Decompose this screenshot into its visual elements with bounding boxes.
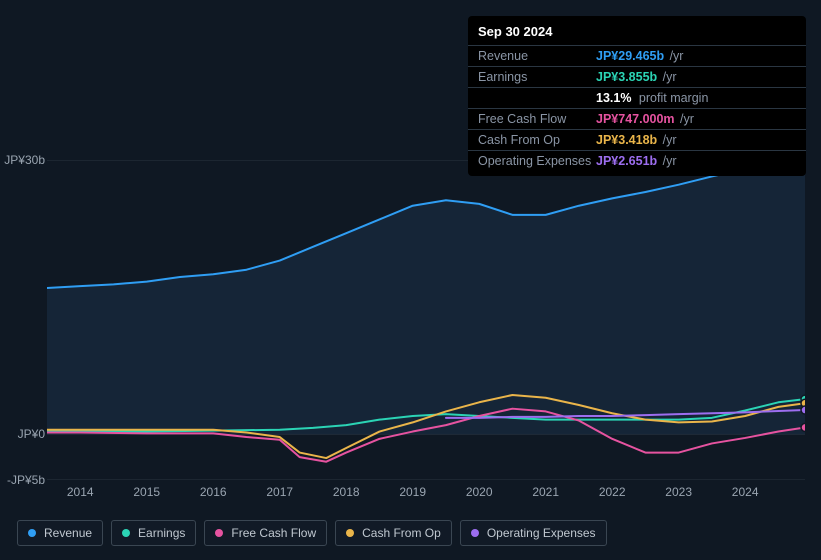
x-axis-label: 2015 — [133, 485, 160, 499]
tooltip-value: JP¥3.855b — [596, 70, 657, 84]
tooltip-row: EarningsJP¥3.855b /yr — [468, 67, 806, 88]
tooltip-row: Cash From OpJP¥3.418b /yr — [468, 130, 806, 151]
legend-dot-icon — [471, 529, 479, 537]
legend-dot-icon — [215, 529, 223, 537]
tooltip-row: RevenueJP¥29.465b /yr — [468, 46, 806, 67]
legend-item[interactable]: Earnings — [111, 520, 196, 546]
legend-label: Free Cash Flow — [231, 526, 316, 540]
tooltip-extra-value: 13.1% — [596, 91, 631, 105]
tooltip-label: Revenue — [478, 49, 596, 63]
x-axis-label: 2024 — [732, 485, 759, 499]
x-axis-label: 2022 — [599, 485, 626, 499]
legend-label: Revenue — [44, 526, 92, 540]
tooltip-row: 13.1% profit margin — [468, 88, 806, 109]
tooltip-label: Operating Expenses — [478, 154, 596, 168]
y-axis-label: JP¥30b — [4, 153, 45, 167]
x-axis-label: 2023 — [665, 485, 692, 499]
tooltip-label: Free Cash Flow — [478, 112, 596, 126]
tooltip-value: JP¥29.465b — [596, 49, 664, 63]
legend-item[interactable]: Cash From Op — [335, 520, 452, 546]
tooltip-unit: /yr — [659, 133, 676, 147]
tooltip-label: Cash From Op — [478, 133, 596, 147]
legend-item[interactable]: Free Cash Flow — [204, 520, 327, 546]
tooltip-extra-label: profit margin — [635, 91, 708, 105]
tooltip-unit: /yr — [677, 112, 694, 126]
tooltip-row: Operating ExpensesJP¥2.651b /yr — [468, 151, 806, 176]
x-axis-label: 2021 — [532, 485, 559, 499]
x-axis-label: 2020 — [466, 485, 493, 499]
legend-label: Operating Expenses — [487, 526, 596, 540]
chart-area: JP¥30bJP¥0-JP¥5b — [17, 160, 805, 480]
tooltip-unit: /yr — [659, 70, 676, 84]
tooltip-value: JP¥3.418b — [596, 133, 657, 147]
chart-tooltip: Sep 30 2024 RevenueJP¥29.465b /yrEarning… — [468, 16, 806, 176]
tooltip-unit: /yr — [659, 154, 676, 168]
legend-item[interactable]: Revenue — [17, 520, 103, 546]
tooltip-label: Earnings — [478, 70, 596, 84]
legend: Revenue Earnings Free Cash Flow Cash From O… — [17, 520, 607, 546]
legend-dot-icon — [28, 529, 36, 537]
legend-dot-icon — [346, 529, 354, 537]
x-axis-label: 2017 — [266, 485, 293, 499]
x-axis-label: 2014 — [67, 485, 94, 499]
legend-label: Cash From Op — [362, 526, 441, 540]
x-axis-label: 2016 — [200, 485, 227, 499]
x-axis-label: 2019 — [399, 485, 426, 499]
chart-svg — [47, 160, 805, 480]
tooltip-unit: /yr — [666, 49, 683, 63]
x-axis-label: 2018 — [333, 485, 360, 499]
legend-dot-icon — [122, 529, 130, 537]
legend-label: Earnings — [138, 526, 185, 540]
legend-item[interactable]: Operating Expenses — [460, 520, 607, 546]
tooltip-value: JP¥2.651b — [596, 154, 657, 168]
y-axis-label: JP¥0 — [18, 427, 45, 441]
x-axis-labels: 2014 2015 2016 2017 2018 2019 2020 2021 2022 2023… — [17, 485, 805, 505]
tooltip-date: Sep 30 2024 — [468, 16, 806, 46]
tooltip-value: JP¥747.000m — [596, 112, 675, 126]
tooltip-row: Free Cash FlowJP¥747.000m /yr — [468, 109, 806, 130]
